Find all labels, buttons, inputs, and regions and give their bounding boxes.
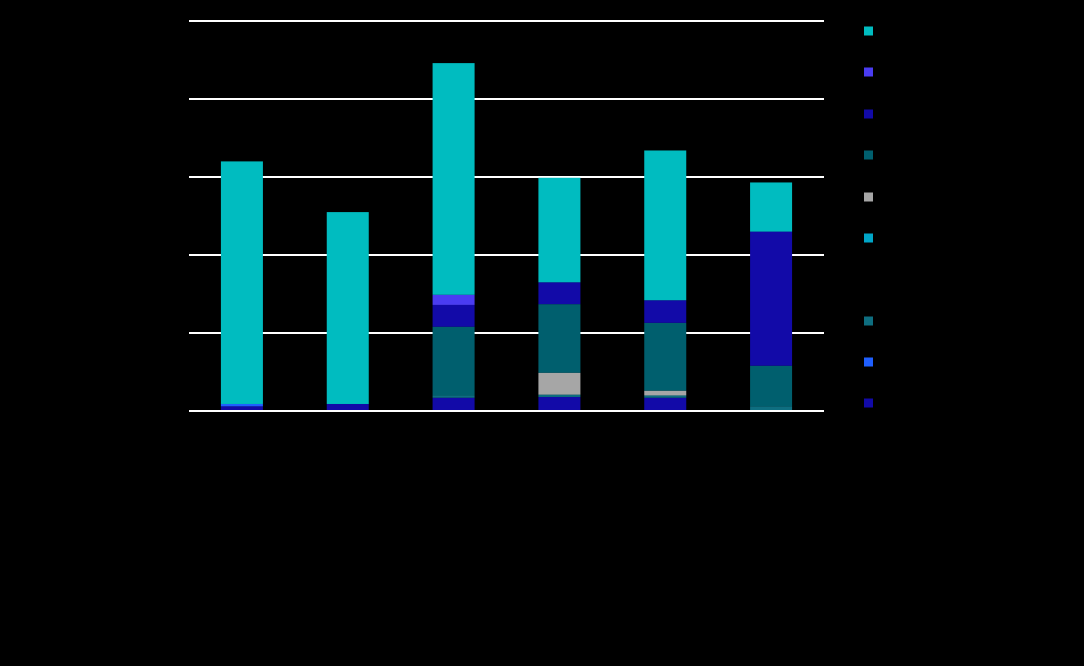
bar-segment-series-1-category-2 (326, 403, 369, 411)
legend-swatch-5 (864, 192, 873, 202)
legend-swatch-9 (864, 398, 873, 408)
bar-segment-series-6-category-4 (538, 282, 581, 305)
legend-swatch-6 (864, 233, 873, 243)
bar-segment-series-8-category-5 (644, 150, 687, 301)
bar-stack-1 (220, 161, 263, 411)
bar-stack-2 (326, 212, 369, 411)
bar-segment-series-8-category-1 (220, 161, 263, 404)
bars (220, 63, 793, 411)
bar-stack-5 (644, 150, 687, 411)
legend (864, 26, 873, 408)
bar-segment-series-2-category-1 (220, 403, 263, 407)
bar-segment-series-5-category-6 (750, 365, 793, 407)
bar-stack-3 (432, 63, 475, 411)
bar-segment-series-5-category-4 (538, 304, 581, 373)
bar-segment-series-1-category-5 (644, 397, 687, 411)
bar-segment-series-6-category-5 (644, 300, 687, 323)
bar-segment-series-8-category-3 (432, 63, 475, 295)
bar-segment-series-1-category-4 (538, 396, 581, 411)
bar-segment-series-1-category-3 (432, 397, 475, 411)
bar-segment-series-3-category-6 (750, 406, 793, 411)
legend-swatch-2 (864, 67, 873, 77)
bar-segment-series-4-category-4 (538, 372, 581, 395)
legend-swatch-8 (864, 357, 873, 367)
bar-segment-series-4-category-5 (644, 390, 687, 396)
legend-swatch-7 (864, 316, 873, 326)
bar-segment-series-6-category-3 (432, 304, 475, 327)
bar-segment-series-3-category-4 (538, 394, 581, 397)
bar-segment-series-3-category-5 (644, 395, 687, 398)
bar-segment-series-3-category-3 (432, 395, 475, 398)
legend-swatch-1 (864, 26, 873, 36)
legend-swatch-3 (864, 109, 873, 119)
bar-segment-series-8-category-4 (538, 177, 581, 283)
gridlines (189, 20, 824, 412)
legend-swatch-4 (864, 150, 873, 160)
bar-segment-series-5-category-5 (644, 322, 687, 391)
bar-segment-series-5-category-3 (432, 326, 475, 396)
bar-stack-4 (538, 177, 581, 411)
bar-segment-series-8-category-2 (326, 212, 369, 404)
bar-segment-series-7-category-3 (432, 294, 475, 305)
bar-segment-series-6-category-6 (750, 231, 793, 366)
bar-stack-6 (750, 182, 793, 411)
bar-segment-series-1-category-1 (220, 406, 263, 411)
bar-segment-series-8-category-6 (750, 182, 793, 232)
